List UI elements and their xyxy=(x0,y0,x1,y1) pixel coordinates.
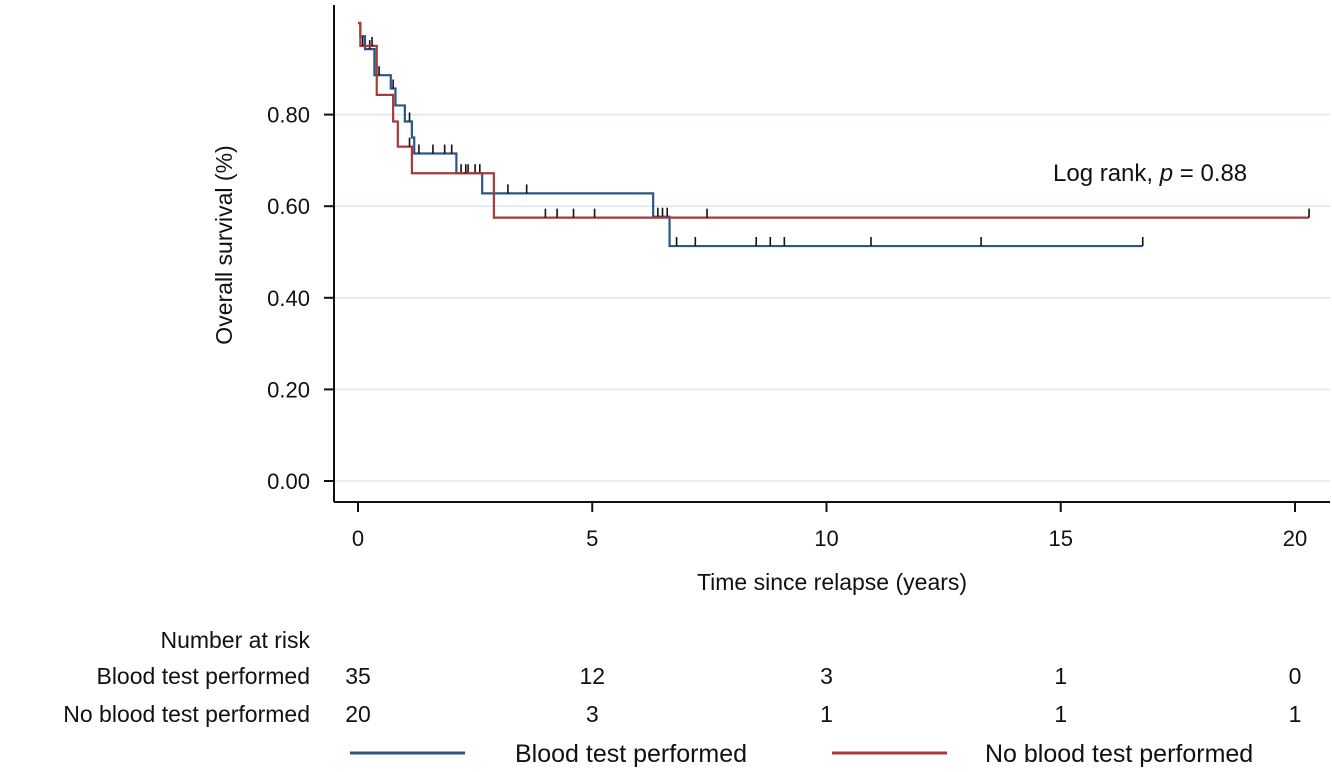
x-tick-label: 15 xyxy=(1049,526,1073,551)
series-1 xyxy=(358,21,1144,248)
x-tick-label: 20 xyxy=(1283,526,1307,551)
risk-count: 1 xyxy=(820,701,833,727)
x-axis-title: Time since relapse (years) xyxy=(697,569,967,595)
survival-curve-1 xyxy=(358,21,1143,248)
legend-label-1: Blood test performed xyxy=(515,740,747,768)
y-tick-label: 0.00 xyxy=(267,469,310,494)
y-axis-title: Overall survival (%) xyxy=(211,145,237,344)
risk-count: 0 xyxy=(1289,663,1302,689)
legend-label-2: No blood test performed xyxy=(985,740,1253,768)
annotation-prefix: Log rank, xyxy=(1053,160,1160,187)
risk-count: 12 xyxy=(579,663,605,689)
risk-row-label: Blood test performed xyxy=(96,663,310,689)
x-tick-label: 10 xyxy=(814,526,838,551)
series-2 xyxy=(358,21,1310,219)
y-tick-label: 0.80 xyxy=(267,103,310,128)
series-group xyxy=(358,21,1310,248)
axis-ticks: 0.00 0.20 0.40 0.60 0.80 0 5 10 15 20 xyxy=(267,103,1307,551)
number-at-risk-title: Number at risk xyxy=(160,627,310,653)
y-tick-label: 0.20 xyxy=(267,377,310,402)
legend: Blood test performed No blood test perfor… xyxy=(350,740,1253,768)
risk-count: 3 xyxy=(820,663,833,689)
risk-count: 35 xyxy=(345,663,371,689)
y-tick-label: 0.40 xyxy=(267,286,310,311)
risk-count: 3 xyxy=(586,701,599,727)
risk-count: 1 xyxy=(1289,701,1302,727)
risk-count: 20 xyxy=(345,701,371,727)
risk-row-label: No blood test performed xyxy=(63,701,310,727)
axes xyxy=(333,5,1330,503)
x-tick-label: 0 xyxy=(352,526,364,551)
y-tick-label: 0.60 xyxy=(267,194,310,219)
risk-count: 1 xyxy=(1054,663,1067,689)
risk-count: 1 xyxy=(1054,701,1067,727)
survival-curve-2 xyxy=(358,21,1310,219)
gridlines xyxy=(334,113,1330,482)
x-tick-label: 5 xyxy=(586,526,598,551)
log-rank-annotation: Log rank, p = 0.88 xyxy=(1053,160,1247,187)
number-at-risk-table: Blood test performed 35 12 3 1 0 No blood test… xyxy=(63,663,1301,727)
annotation-suffix: = 0.88 xyxy=(1173,160,1247,187)
annotation-p: p xyxy=(1159,160,1173,187)
